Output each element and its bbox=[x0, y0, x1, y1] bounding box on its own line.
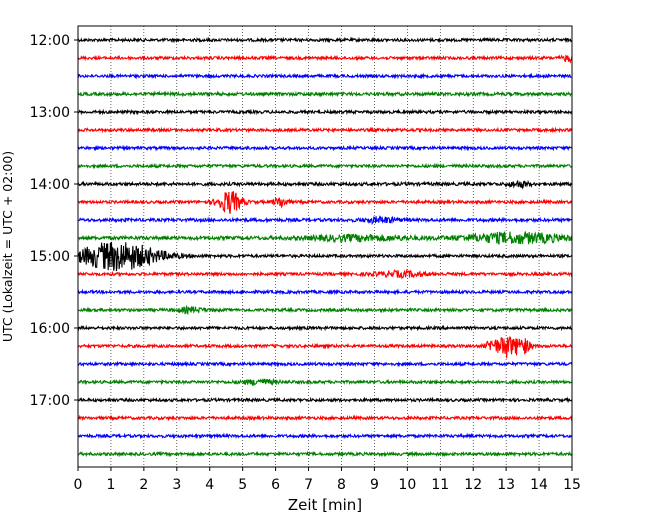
x-tick-label: 2 bbox=[139, 477, 148, 493]
trace-1545 bbox=[77, 304, 573, 316]
trace-1230 bbox=[77, 72, 573, 80]
y-tick-label: 16:00 bbox=[30, 321, 70, 337]
trace-1645 bbox=[77, 377, 573, 386]
trace-1200 bbox=[77, 36, 573, 44]
x-axis-ticks: 0 1 2 3 4 5 6 7 8 9 10 11 12 13 14 15 bbox=[74, 467, 581, 493]
trace-1415 bbox=[77, 191, 573, 214]
trace-1300 bbox=[77, 108, 573, 116]
trace-1315 bbox=[77, 126, 573, 134]
trace-1615 bbox=[77, 335, 573, 359]
trace-1500 bbox=[77, 241, 573, 272]
y-tick-label: 14:00 bbox=[30, 177, 70, 193]
y-tick-label: 12:00 bbox=[30, 33, 70, 49]
x-tick-label: 8 bbox=[337, 477, 346, 493]
y-axis-ticks: 12:00 13:00 14:00 15:00 16:00 17:00 bbox=[30, 33, 78, 409]
trace-1700 bbox=[77, 396, 573, 404]
x-tick-label: 9 bbox=[370, 477, 379, 493]
trace-1445 bbox=[77, 231, 573, 246]
x-tick-label: 15 bbox=[563, 477, 581, 493]
trace-1745 bbox=[77, 450, 573, 458]
trace-1600 bbox=[77, 324, 573, 332]
x-tick-label: 13 bbox=[497, 477, 515, 493]
trace-1430 bbox=[77, 215, 573, 226]
trace-1400 bbox=[77, 179, 573, 190]
trace-1630 bbox=[77, 360, 573, 368]
x-tick-label: 12 bbox=[464, 477, 482, 493]
x-tick-label: 6 bbox=[271, 477, 280, 493]
trace-1730 bbox=[77, 432, 573, 440]
plot-frame bbox=[77, 25, 573, 468]
trace-group bbox=[77, 36, 573, 458]
trace-1245 bbox=[77, 90, 573, 98]
x-axis-label: Zeit [min] bbox=[288, 496, 362, 514]
trace-1515 bbox=[77, 268, 573, 280]
trace-1715 bbox=[77, 414, 573, 422]
x-tick-label: 1 bbox=[106, 477, 115, 493]
x-tick-label: 0 bbox=[74, 477, 83, 493]
x-tick-label: 11 bbox=[431, 477, 449, 493]
x-tick-label: 3 bbox=[172, 477, 181, 493]
trace-1530 bbox=[77, 288, 573, 296]
x-tick-label: 7 bbox=[304, 477, 313, 493]
x-tick-label: 5 bbox=[238, 477, 247, 493]
trace-1215 bbox=[77, 54, 573, 64]
y-tick-label: 13:00 bbox=[30, 105, 70, 121]
x-tick-label: 4 bbox=[205, 477, 214, 493]
y-tick-label: 15:00 bbox=[30, 249, 70, 265]
y-tick-label: 17:00 bbox=[30, 393, 70, 409]
trace-1345 bbox=[77, 162, 573, 170]
x-tick-label: 10 bbox=[398, 477, 416, 493]
x-tick-label: 14 bbox=[530, 477, 548, 493]
y-axis-label: UTC (Lokalzeit = UTC + 02:00) bbox=[0, 151, 15, 342]
trace-1330 bbox=[77, 144, 573, 152]
